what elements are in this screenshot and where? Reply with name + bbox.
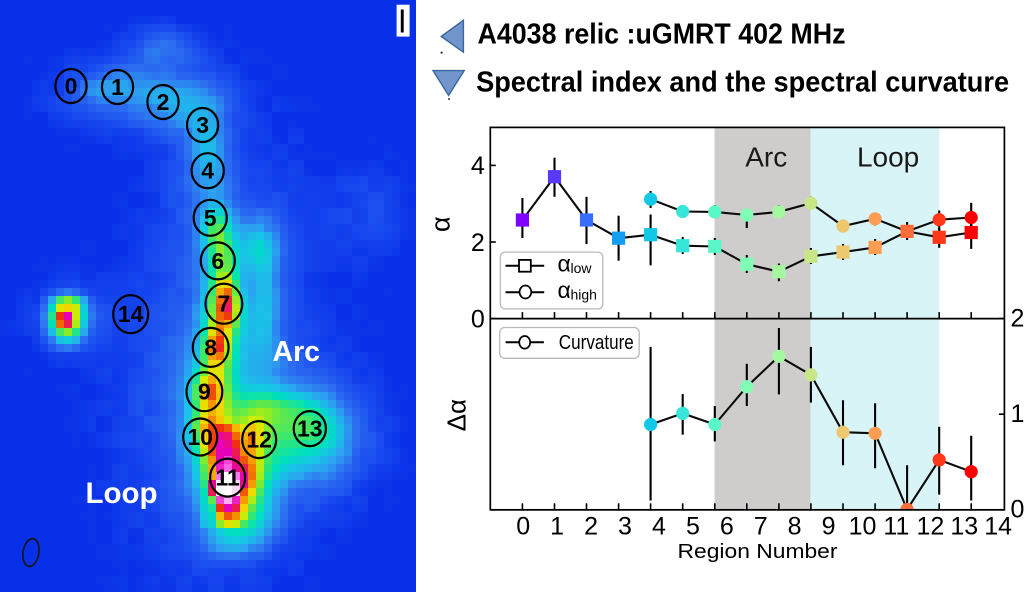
svg-text:9: 9 (198, 379, 211, 405)
svg-text:13: 13 (950, 513, 978, 541)
svg-text:0: 0 (516, 513, 530, 541)
svg-text:Arc: Arc (273, 336, 321, 368)
svg-text:4: 4 (471, 152, 485, 180)
svg-text:6: 6 (720, 513, 734, 541)
svg-text:14: 14 (118, 301, 144, 327)
svg-text:7: 7 (218, 291, 231, 317)
svg-text:10: 10 (849, 513, 877, 541)
svg-text:14: 14 (984, 513, 1012, 541)
svg-text:10: 10 (187, 424, 213, 450)
svg-text:4: 4 (652, 513, 666, 541)
svg-text:6: 6 (211, 248, 224, 274)
svg-text:A4038 relic :uGMRT 402 MHz: A4038 relic :uGMRT 402 MHz (478, 18, 846, 50)
svg-text:3: 3 (618, 513, 632, 541)
svg-text:0: 0 (65, 73, 78, 99)
svg-text:2: 2 (157, 89, 170, 115)
svg-text:Loop: Loop (86, 477, 158, 510)
svg-text:1: 1 (550, 513, 564, 541)
svg-text:4: 4 (201, 158, 214, 184)
svg-text:1: 1 (111, 74, 124, 100)
svg-text:0: 0 (1011, 496, 1024, 524)
svg-text:Spectral index and the spectra: Spectral index and the spectral curvatur… (476, 66, 1009, 98)
svg-text:11: 11 (883, 513, 909, 541)
svg-text:Arc: Arc (745, 142, 787, 173)
svg-text:0: 0 (471, 305, 485, 333)
svg-text:8: 8 (204, 334, 217, 360)
svg-text:7: 7 (754, 513, 768, 541)
svg-text:low: low (571, 260, 593, 276)
svg-text:1: 1 (1011, 400, 1024, 428)
svg-text:α: α (558, 250, 571, 276)
svg-text:3: 3 (196, 112, 209, 138)
svg-text:2: 2 (584, 513, 598, 541)
svg-text:α: α (425, 216, 455, 232)
svg-text:13: 13 (297, 416, 323, 442)
svg-text:8: 8 (788, 513, 802, 541)
svg-text:5: 5 (204, 205, 217, 231)
svg-text:9: 9 (822, 513, 836, 541)
svg-text:Curvature: Curvature (559, 331, 634, 354)
svg-text:12: 12 (916, 513, 944, 541)
svg-text:2: 2 (471, 229, 485, 257)
svg-text:α: α (558, 277, 571, 303)
svg-text:5: 5 (686, 513, 700, 541)
svg-text:11: 11 (215, 465, 240, 491)
svg-text:Loop: Loop (857, 142, 919, 173)
svg-text:Δα: Δα (441, 399, 471, 431)
svg-text:12: 12 (246, 427, 272, 453)
svg-text:high: high (571, 287, 597, 303)
svg-text:Region Number: Region Number (678, 540, 838, 563)
svg-text:2: 2 (1011, 304, 1024, 332)
